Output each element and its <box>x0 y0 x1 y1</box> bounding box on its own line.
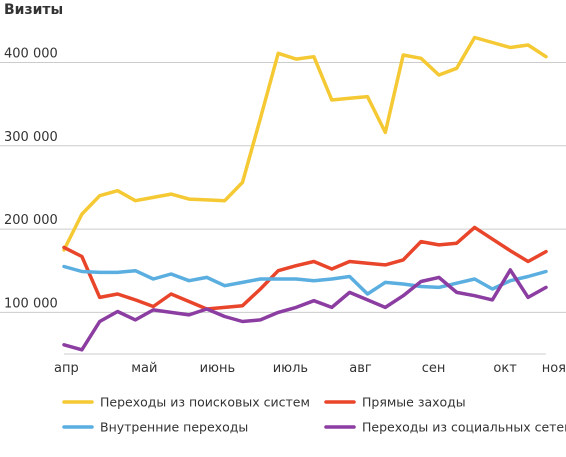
series-line <box>62 35 548 252</box>
legend-label: Переходы из социальных сетей <box>362 420 566 435</box>
legend-label: Переходы из поисковых систем <box>100 395 310 410</box>
x-tick-label: окт <box>493 361 517 376</box>
legend-item: Переходы из социальных сетей <box>324 420 566 435</box>
x-axis-tick-labels: апр май июнь июль авг сен окт ноя <box>54 361 566 376</box>
x-tick-label: ноя <box>542 361 566 376</box>
x-tick-label: май <box>131 361 157 376</box>
y-axis-tick-labels: 100 000 200 000 300 000 400 000 <box>4 46 58 311</box>
series-line <box>62 264 548 296</box>
legend-label: Прямые заходы <box>362 395 466 410</box>
series-lines <box>62 35 548 352</box>
x-tick-label: авг <box>349 361 372 376</box>
y-tick-label: 100 000 <box>4 296 58 311</box>
x-tick-label: апр <box>54 361 79 376</box>
x-tick-label: июль <box>273 361 308 376</box>
y-tick-label: 400 000 <box>4 46 58 61</box>
legend: Переходы из поисковых систем Прямые заход… <box>62 395 566 435</box>
x-tick-label: июнь <box>200 361 236 376</box>
legend-item: Прямые заходы <box>324 395 466 410</box>
legend-item: Переходы из поисковых систем <box>62 395 310 410</box>
y-tick-label: 300 000 <box>4 130 58 145</box>
legend-label: Внутренние переходы <box>100 420 248 435</box>
series-line <box>62 225 548 311</box>
x-tick-label: сен <box>422 361 446 376</box>
series-line <box>62 268 548 352</box>
legend-item: Внутренние переходы <box>62 420 248 435</box>
y-tick-label: 200 000 <box>4 213 58 228</box>
chart-title: Визиты <box>4 2 63 18</box>
